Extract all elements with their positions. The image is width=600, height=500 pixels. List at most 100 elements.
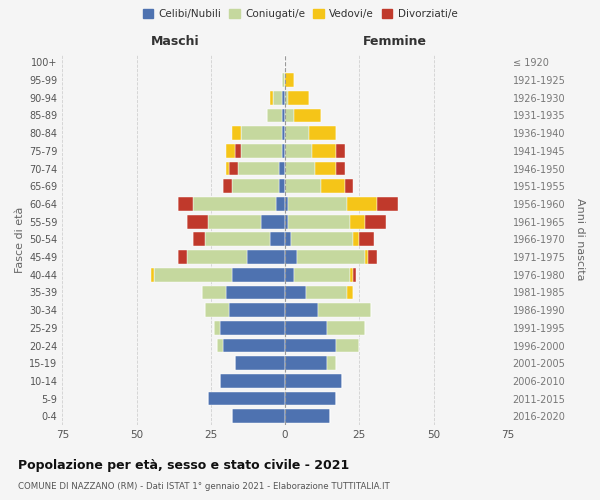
Bar	[208, 392, 285, 406]
Bar	[285, 286, 306, 300]
Bar	[285, 144, 312, 158]
Bar	[335, 144, 344, 158]
Bar	[365, 214, 386, 228]
Bar	[187, 214, 208, 228]
Bar	[214, 321, 220, 334]
Bar	[279, 180, 285, 193]
Bar	[359, 232, 374, 246]
Bar	[318, 303, 371, 317]
Bar	[347, 197, 377, 211]
Bar	[377, 197, 398, 211]
Text: Maschi: Maschi	[151, 35, 200, 48]
Bar	[262, 214, 285, 228]
Bar	[347, 286, 353, 300]
Bar	[205, 232, 270, 246]
Bar	[229, 303, 285, 317]
Bar	[226, 144, 235, 158]
Bar	[151, 268, 154, 281]
Bar	[270, 91, 273, 104]
Bar	[241, 144, 282, 158]
Bar	[205, 303, 229, 317]
Bar	[267, 108, 282, 122]
Bar	[238, 162, 279, 175]
Bar	[235, 356, 285, 370]
Bar	[294, 268, 350, 281]
Bar	[217, 338, 223, 352]
Bar	[226, 286, 285, 300]
Bar	[312, 144, 335, 158]
Y-axis label: Fasce di età: Fasce di età	[15, 206, 25, 272]
Bar	[335, 162, 344, 175]
Bar	[223, 338, 285, 352]
Bar	[285, 232, 291, 246]
Bar	[315, 162, 335, 175]
Bar	[288, 214, 350, 228]
Bar	[353, 232, 359, 246]
Bar	[285, 126, 309, 140]
Bar	[235, 144, 241, 158]
Bar	[285, 374, 341, 388]
Text: COMUNE DI NAZZANO (RM) - Dati ISTAT 1° gennaio 2021 - Elaborazione TUTTITALIA.IT: COMUNE DI NAZZANO (RM) - Dati ISTAT 1° g…	[18, 482, 390, 491]
Bar	[241, 126, 282, 140]
Bar	[282, 91, 285, 104]
Bar	[178, 197, 193, 211]
Bar	[326, 356, 335, 370]
Bar	[326, 321, 365, 334]
Bar	[297, 250, 365, 264]
Text: Popolazione per età, sesso e stato civile - 2021: Popolazione per età, sesso e stato civil…	[18, 460, 349, 472]
Bar	[285, 250, 297, 264]
Bar	[154, 268, 232, 281]
Bar	[285, 321, 326, 334]
Bar	[282, 73, 285, 87]
Bar	[285, 180, 321, 193]
Bar	[276, 197, 285, 211]
Bar	[220, 374, 285, 388]
Bar	[282, 144, 285, 158]
Bar	[285, 108, 294, 122]
Bar	[282, 108, 285, 122]
Bar	[353, 268, 356, 281]
Bar	[368, 250, 377, 264]
Bar	[247, 250, 285, 264]
Bar	[232, 268, 285, 281]
Bar	[202, 286, 226, 300]
Bar	[285, 91, 288, 104]
Bar	[335, 338, 359, 352]
Bar	[350, 214, 365, 228]
Bar	[285, 356, 326, 370]
Bar	[285, 197, 288, 211]
Bar	[288, 197, 347, 211]
Bar	[285, 303, 318, 317]
Bar	[282, 126, 285, 140]
Bar	[193, 232, 205, 246]
Bar	[285, 73, 294, 87]
Bar	[232, 410, 285, 423]
Bar	[220, 321, 285, 334]
Bar	[285, 392, 335, 406]
Bar	[365, 250, 368, 264]
Bar	[306, 286, 347, 300]
Bar	[223, 180, 232, 193]
Bar	[270, 232, 285, 246]
Y-axis label: Anni di nascita: Anni di nascita	[575, 198, 585, 280]
Legend: Celibi/Nubili, Coniugati/e, Vedovi/e, Divorziati/e: Celibi/Nubili, Coniugati/e, Vedovi/e, Di…	[139, 5, 461, 24]
Bar	[294, 108, 321, 122]
Bar	[232, 180, 279, 193]
Bar	[291, 232, 353, 246]
Bar	[232, 126, 241, 140]
Bar	[208, 214, 262, 228]
Bar	[285, 410, 329, 423]
Bar	[285, 268, 294, 281]
Bar	[226, 162, 229, 175]
Bar	[285, 162, 315, 175]
Bar	[279, 162, 285, 175]
Bar	[229, 162, 238, 175]
Bar	[350, 268, 353, 281]
Text: Femmine: Femmine	[363, 35, 427, 48]
Bar	[344, 180, 353, 193]
Bar	[288, 91, 309, 104]
Bar	[193, 197, 276, 211]
Bar	[285, 214, 288, 228]
Bar	[285, 338, 335, 352]
Bar	[273, 91, 282, 104]
